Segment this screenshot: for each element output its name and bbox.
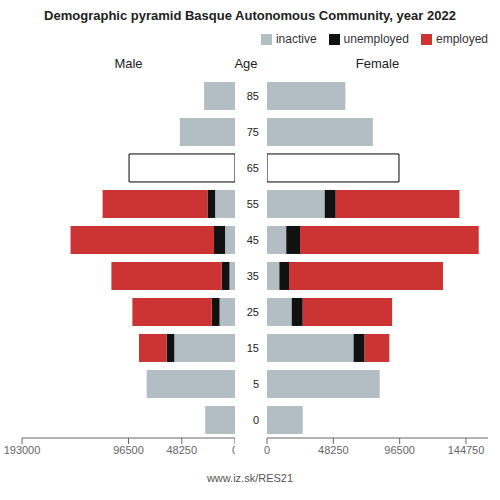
svg-text:15: 15	[247, 342, 259, 354]
svg-text:0: 0	[232, 444, 235, 456]
html-text:Demographic pyramid Basque Aut: Demographic pyramid Basque Autonomous Co…	[44, 8, 456, 23]
html-text:unemployed: unemployed	[343, 32, 409, 46]
svg-text:5: 5	[253, 378, 259, 390]
svg-text:96500: 96500	[384, 444, 415, 456]
html-text:Age: Age	[234, 56, 258, 71]
svg-text:75: 75	[247, 126, 259, 138]
svg-text:48250: 48250	[318, 444, 349, 456]
html-text:Male: Male	[114, 56, 143, 71]
svg-text:96500: 96500	[113, 444, 144, 456]
html-text:inactive: inactive	[275, 32, 317, 46]
svg-text:144750: 144750	[448, 444, 485, 456]
svg-text:25: 25	[247, 306, 259, 318]
svg-text:45: 45	[247, 234, 259, 246]
svg-text:193000: 193000	[8, 444, 40, 456]
svg-text:65: 65	[247, 162, 259, 174]
svg-text:48250: 48250	[166, 444, 197, 456]
svg-text:85: 85	[247, 90, 259, 102]
svg-text:55: 55	[247, 198, 259, 210]
svg-text:0: 0	[253, 414, 259, 426]
html-text:employed: employed	[436, 32, 488, 46]
svg-text:35: 35	[247, 270, 259, 282]
html-text:Female: Female	[355, 56, 400, 71]
svg-text:0: 0	[264, 444, 270, 456]
html-text:www.iz.sk/RES21: www.iz.sk/RES21	[206, 472, 294, 484]
